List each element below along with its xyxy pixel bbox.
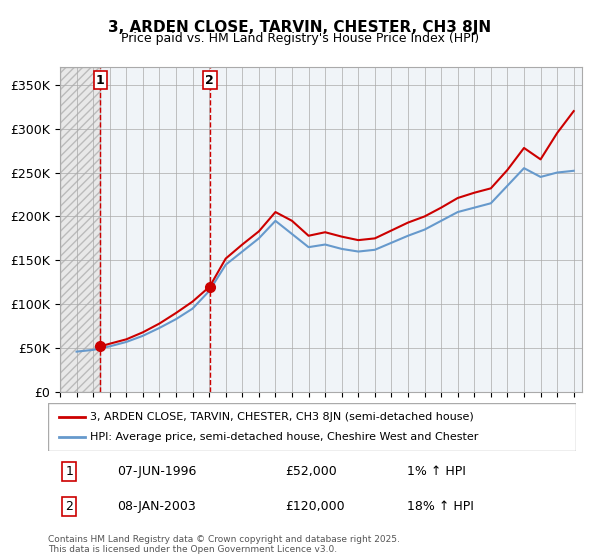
- Text: 07-JUN-1996: 07-JUN-1996: [116, 465, 196, 478]
- Text: 3, ARDEN CLOSE, TARVIN, CHESTER, CH3 8JN (semi-detached house): 3, ARDEN CLOSE, TARVIN, CHESTER, CH3 8JN…: [90, 412, 474, 422]
- FancyBboxPatch shape: [48, 403, 576, 451]
- Text: £52,000: £52,000: [286, 465, 337, 478]
- Bar: [60, 67, 100, 392]
- Text: 08-JAN-2003: 08-JAN-2003: [116, 500, 196, 514]
- Text: 1: 1: [65, 465, 73, 478]
- Text: 1% ↑ HPI: 1% ↑ HPI: [407, 465, 466, 478]
- Text: 2: 2: [205, 74, 214, 87]
- Text: 1: 1: [96, 74, 105, 87]
- Text: Price paid vs. HM Land Registry's House Price Index (HPI): Price paid vs. HM Land Registry's House …: [121, 32, 479, 45]
- Text: 2: 2: [65, 500, 73, 514]
- Text: HPI: Average price, semi-detached house, Cheshire West and Chester: HPI: Average price, semi-detached house,…: [90, 432, 479, 442]
- Text: 18% ↑ HPI: 18% ↑ HPI: [407, 500, 474, 514]
- Text: 3, ARDEN CLOSE, TARVIN, CHESTER, CH3 8JN: 3, ARDEN CLOSE, TARVIN, CHESTER, CH3 8JN: [109, 20, 491, 35]
- Text: Contains HM Land Registry data © Crown copyright and database right 2025.
This d: Contains HM Land Registry data © Crown c…: [48, 535, 400, 554]
- Text: £120,000: £120,000: [286, 500, 345, 514]
